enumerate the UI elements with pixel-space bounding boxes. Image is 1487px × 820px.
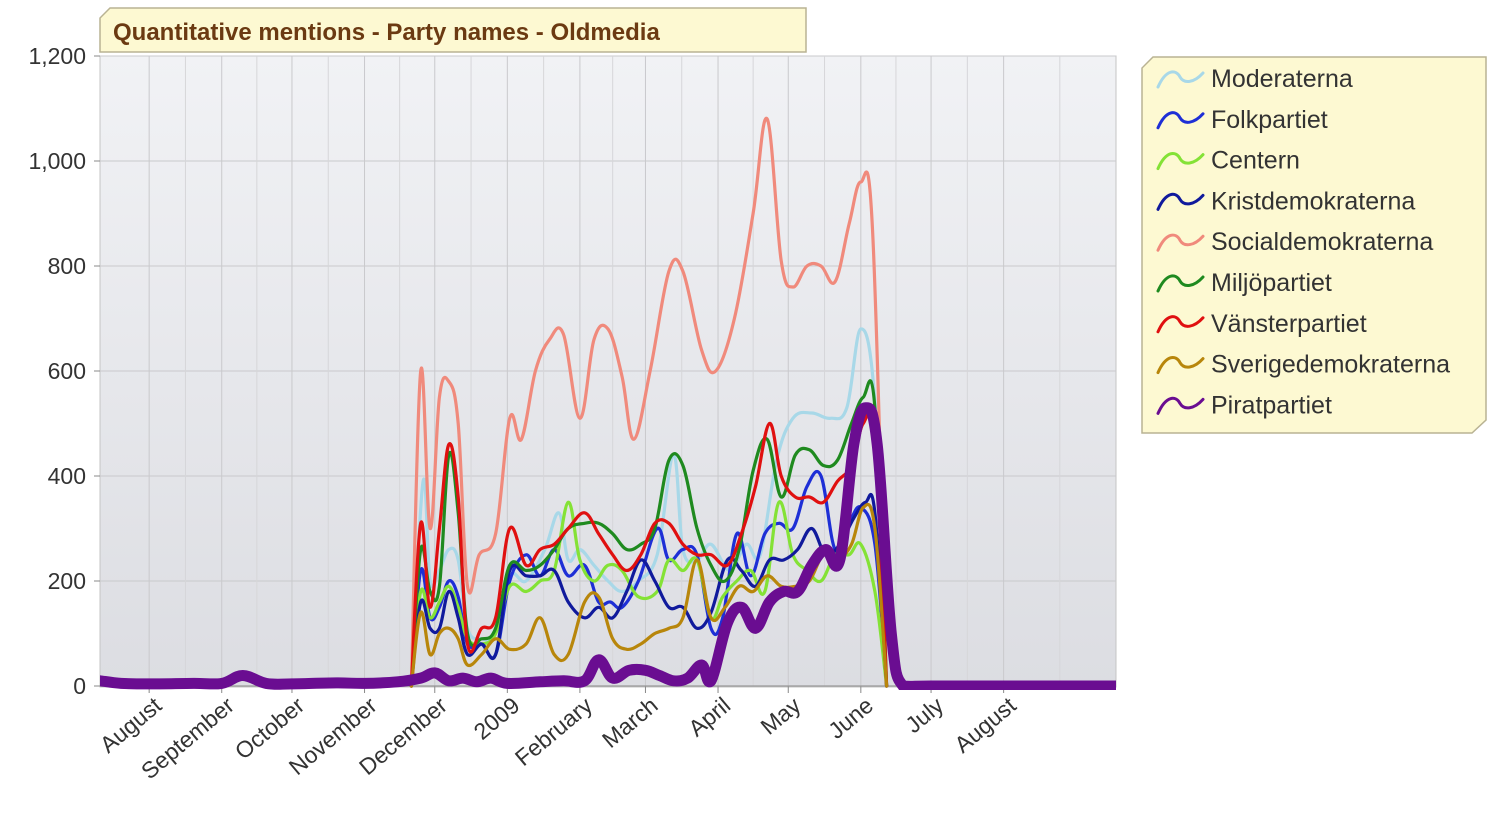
legend-label: Piratpartiet <box>1211 391 1332 419</box>
y-tick-label: 600 <box>48 358 86 384</box>
x-tick-label: July <box>900 692 948 739</box>
chart-title: Quantitative mentions - Party names - Ol… <box>113 19 660 46</box>
legend: Moderaterna Folkpartiet Centern Kristdemokr… <box>1141 56 1487 434</box>
legend-item-centern[interactable]: Centern <box>1156 147 1300 175</box>
x-tick-label: June <box>823 692 878 744</box>
legend-item-moderaterna[interactable]: Moderaterna <box>1156 65 1353 93</box>
legend-label: Centern <box>1211 147 1300 175</box>
x-tick-label: August <box>949 692 1021 758</box>
legend-swatch <box>1156 70 1205 89</box>
y-axis: 0 200 400 600 800 1,000 1,200 <box>28 43 100 699</box>
series-line-socialdemokraterna <box>409 116 889 688</box>
series-line-kristdemokraterna <box>409 493 889 688</box>
x-tick-label: April <box>683 692 735 741</box>
legend-label: Folkpartiet <box>1211 106 1328 134</box>
legend-swatch <box>1156 274 1205 293</box>
x-tick-label: March <box>597 692 663 753</box>
legend-label: Moderaterna <box>1211 65 1353 93</box>
x-tick-label: 2009 <box>469 692 525 745</box>
y-tick-label: 200 <box>48 568 86 594</box>
legend-label: Sverigedemokraterna <box>1211 351 1450 379</box>
legend-swatch <box>1156 233 1205 252</box>
y-tick-label: 1,000 <box>28 148 86 174</box>
chart-title-box: Quantitative mentions - Party names - Ol… <box>99 7 807 53</box>
series-line-v-nsterpartiet <box>409 410 889 688</box>
legend-label: Kristdemokraterna <box>1211 187 1415 215</box>
x-tick-label: May <box>755 692 805 740</box>
y-tick-label: 0 <box>73 673 86 699</box>
legend-label: Socialdemokraterna <box>1211 228 1433 256</box>
y-tick-label: 800 <box>48 253 86 279</box>
legend-swatch <box>1156 192 1205 211</box>
legend-item-socialdemokraterna[interactable]: Socialdemokraterna <box>1156 228 1433 256</box>
y-tick-label: 1,200 <box>28 43 86 69</box>
legend-swatch <box>1156 111 1205 130</box>
legend-swatch <box>1156 356 1205 375</box>
series-line-sverigedemokraterna <box>409 502 889 688</box>
legend-item-kristdemokraterna[interactable]: Kristdemokraterna <box>1156 187 1415 215</box>
y-tick-label: 400 <box>48 463 86 489</box>
legend-swatch <box>1156 152 1205 171</box>
series-line-piratpartiet <box>100 402 1116 690</box>
legend-label: Vänsterpartiet <box>1211 310 1367 338</box>
legend-label: Miljöpartiet <box>1211 269 1332 297</box>
x-tick-label: February <box>510 692 598 771</box>
series-lines <box>100 116 1116 690</box>
legend-item-milj-partiet[interactable]: Miljöpartiet <box>1156 269 1332 297</box>
legend-swatch <box>1156 396 1205 415</box>
legend-item-sverigedemokraterna[interactable]: Sverigedemokraterna <box>1156 351 1450 379</box>
legend-item-folkpartiet[interactable]: Folkpartiet <box>1156 106 1328 134</box>
legend-swatch <box>1156 315 1205 334</box>
legend-item-v-nsterpartiet[interactable]: Vänsterpartiet <box>1156 310 1367 338</box>
legend-item-piratpartiet[interactable]: Piratpartiet <box>1156 391 1332 419</box>
